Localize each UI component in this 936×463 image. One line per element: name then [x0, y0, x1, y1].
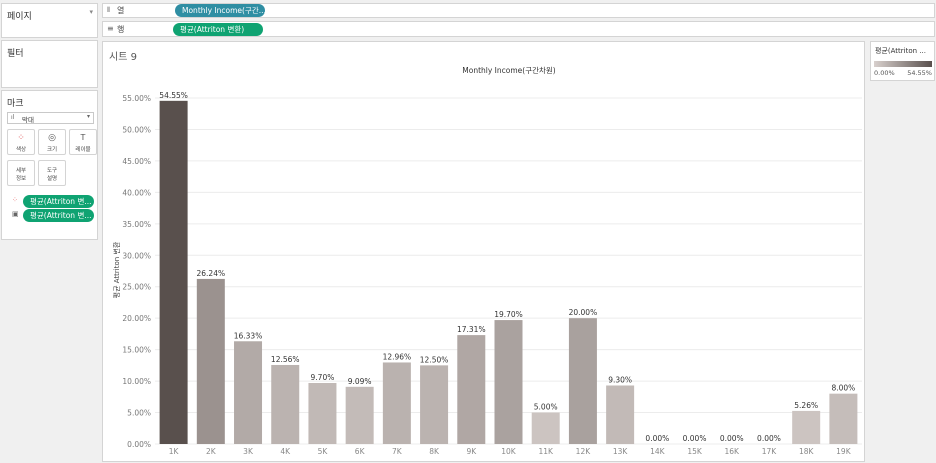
rows-icon: ≡ — [107, 24, 114, 33]
filters-title: 필터 — [7, 49, 24, 59]
mark-type-label: 막대 — [22, 116, 34, 124]
label-mark-icon: ▣ — [12, 210, 19, 218]
legend-title[interactable]: 평균(Attriton ... — [875, 47, 926, 55]
collapse-icon[interactable]: ▾ — [89, 8, 93, 16]
columns-pill[interactable]: Monthly Income(구간... — [175, 4, 265, 17]
label-pill[interactable]: 평균(Attriton 변... — [23, 209, 94, 222]
label-label: 레이블 — [75, 147, 91, 153]
bar-chart-icon: ıl — [11, 114, 15, 121]
marks-panel: 마크 ıl 막대 ▾ ⁘ 색상 ◎ 크기 T 레이블 세부 정보 도구 설명 ⁘ 평… — [1, 90, 98, 240]
legend-gradient — [874, 61, 932, 67]
color-label: 색상 — [15, 147, 27, 153]
pages-title: 페이지 — [7, 12, 32, 22]
sheet-title: 시트 9 — [109, 52, 137, 63]
color-mark-icon: ⁘ — [12, 196, 18, 204]
rows-label: 행 — [117, 25, 125, 34]
size-button[interactable]: ◎ 크기 — [38, 129, 66, 155]
mark-type-dropdown[interactable]: ıl 막대 ▾ — [7, 112, 94, 124]
color-dots-icon: ⁘ — [17, 133, 25, 143]
legend-min: 0.00% — [874, 69, 895, 77]
left-background — [1, 242, 98, 462]
filters-panel[interactable]: 필터 — [1, 40, 98, 88]
columns-shelf[interactable]: ⦀ 열 Monthly Income(구간... — [102, 3, 935, 18]
detail-button[interactable]: 세부 정보 — [7, 160, 35, 186]
legend-panel: 평균(Attriton ... 0.00% 54.55% — [870, 41, 935, 81]
tooltip-button[interactable]: 도구 설명 — [38, 160, 66, 186]
columns-icon: ⦀ — [107, 6, 111, 14]
tooltip-label: 도구 설명 — [46, 168, 58, 182]
columns-label: 열 — [117, 6, 125, 15]
view-panel: 시트 9 — [102, 41, 865, 462]
color-button[interactable]: ⁘ 색상 — [7, 129, 35, 155]
size-circles-icon: ◎ — [48, 133, 56, 143]
rows-pill[interactable]: 평균(Attriton 변환) — [173, 23, 263, 36]
detail-label: 세부 정보 — [15, 168, 27, 182]
rows-shelf[interactable]: ≡ 행 평균(Attriton 변환) — [102, 21, 935, 37]
label-button[interactable]: T 레이블 — [69, 129, 97, 155]
legend-max: 54.55% — [907, 69, 932, 77]
marks-title: 마크 — [7, 99, 24, 109]
text-t-icon: T — [80, 133, 86, 142]
color-pill[interactable]: 평균(Attriton 변... — [23, 195, 94, 208]
pages-panel: 페이지 ▾ — [1, 3, 98, 38]
dropdown-arrow-icon: ▾ — [86, 113, 90, 120]
size-label: 크기 — [46, 147, 58, 153]
